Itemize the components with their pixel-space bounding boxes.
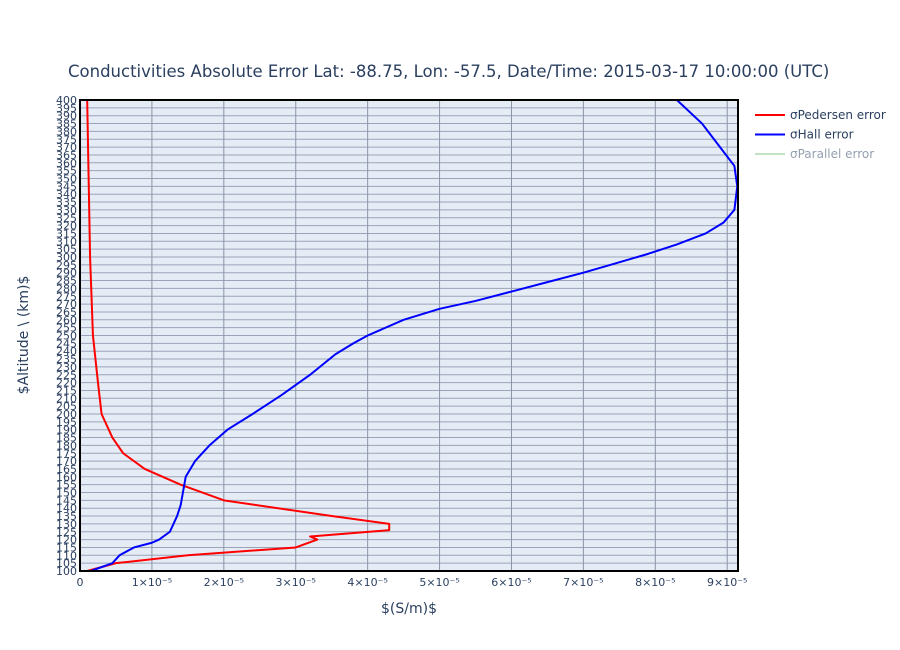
y-tick-label: 120	[56, 534, 77, 547]
y-tick-label: 245	[56, 337, 77, 350]
series-line-pedersen	[86, 99, 391, 572]
y-tick-label: 205	[56, 400, 77, 413]
x-tick-label: 0	[77, 576, 84, 589]
y-tick-label: 115	[56, 541, 77, 554]
y-tick-label: 345	[56, 180, 77, 193]
y-tick-label: 300	[56, 251, 77, 264]
y-tick-label: 265	[56, 306, 77, 319]
y-tick-label: 180	[56, 439, 77, 452]
y-tick-label: 230	[56, 361, 77, 374]
y-tick-label: 130	[56, 518, 77, 531]
y-tick-label: 290	[56, 267, 77, 280]
y-tick-label: 165	[56, 463, 77, 476]
y-tick-label: 400	[56, 94, 77, 107]
legend-item[interactable]: σPedersen error	[755, 108, 886, 122]
x-tick-label: 7×10⁻⁵	[563, 576, 603, 589]
y-tick-label: 365	[56, 149, 77, 162]
x-tick-label: 4×10⁻⁵	[347, 576, 387, 589]
y-tick-label: 250	[56, 330, 77, 343]
y-tick-label: 390	[56, 110, 77, 123]
y-tick-label: 190	[56, 424, 77, 437]
legend-label: σParallel error	[790, 147, 874, 161]
y-tick-label: 105	[56, 557, 77, 570]
y-tick-label: 355	[56, 165, 77, 178]
y-tick-label: 140	[56, 502, 77, 515]
y-tick-label: 145	[56, 494, 77, 507]
x-tick-label: 8×10⁻⁵	[635, 576, 675, 589]
x-tick-label: 5×10⁻⁵	[419, 576, 459, 589]
y-tick-label: 315	[56, 227, 77, 240]
y-tick-label: 155	[56, 479, 77, 492]
x-axis-title: $(S/m)$	[381, 601, 437, 617]
y-tick-label: 185	[56, 432, 77, 445]
plot-frame	[79, 99, 739, 572]
x-tick-label: 1×10⁻⁵	[132, 576, 172, 589]
series-layer	[86, 99, 739, 572]
y-tick-label: 280	[56, 282, 77, 295]
y-tick-label: 125	[56, 526, 77, 539]
y-tick-label: 220	[56, 377, 77, 390]
y-axis-ticks: 1001051101151201251301351401451501551601…	[56, 94, 77, 578]
x-tick-label: 9×10⁻⁵	[707, 576, 747, 589]
y-tick-label: 325	[56, 212, 77, 225]
x-tick-label: 2×10⁻⁵	[204, 576, 244, 589]
y-tick-label: 275	[56, 290, 77, 303]
y-tick-label: 235	[56, 353, 77, 366]
y-axis-title: $Altitude \ (km)$	[16, 276, 32, 395]
y-tick-label: 270	[56, 298, 77, 311]
x-tick-label: 6×10⁻⁵	[491, 576, 531, 589]
y-tick-label: 385	[56, 118, 77, 131]
y-tick-label: 200	[56, 408, 77, 421]
y-tick-label: 135	[56, 510, 77, 523]
y-tick-label: 350	[56, 173, 77, 186]
y-tick-label: 175	[56, 447, 77, 460]
legend-label: σHall error	[790, 128, 854, 142]
y-tick-label: 285	[56, 275, 77, 288]
y-tick-label: 320	[56, 220, 77, 233]
y-tick-label: 195	[56, 416, 77, 429]
y-tick-label: 110	[56, 549, 77, 562]
y-tick-label: 380	[56, 125, 77, 138]
y-tick-label: 210	[56, 392, 77, 405]
x-tick-label: 3×10⁻⁵	[276, 576, 316, 589]
series-line-hall	[90, 99, 739, 572]
y-tick-label: 370	[56, 141, 77, 154]
y-tick-label: 375	[56, 133, 77, 146]
y-tick-label: 330	[56, 204, 77, 217]
x-axis-ticks: 0 1×10⁻⁵ 2×10⁻⁵ 3×10⁻⁵ 4×10⁻⁵ 5×10⁻⁵ 6×10⁻⁵ 7×1…	[77, 576, 748, 589]
y-tick-label: 360	[56, 157, 77, 170]
y-tick-label: 225	[56, 369, 77, 382]
y-tick-label: 170	[56, 455, 77, 468]
y-tick-label: 395	[56, 102, 77, 115]
y-tick-label: 160	[56, 471, 77, 484]
y-tick-label: 150	[56, 487, 77, 500]
y-tick-label: 255	[56, 322, 77, 335]
y-tick-label: 340	[56, 188, 77, 201]
legend-item[interactable]: σHall error	[755, 128, 854, 142]
legend[interactable]: σPedersen error σHall error σParallel erro…	[755, 108, 886, 161]
legend-item[interactable]: σParallel error	[755, 147, 874, 161]
y-tick-label: 310	[56, 235, 77, 248]
y-tick-label: 295	[56, 259, 77, 272]
y-tick-label: 335	[56, 196, 77, 209]
gridlines	[79, 99, 738, 572]
y-tick-label: 100	[56, 565, 77, 578]
y-tick-label: 215	[56, 384, 77, 397]
chart-title: Conductivities Absolute Error Lat: -88.7…	[68, 62, 829, 81]
y-tick-label: 305	[56, 243, 77, 256]
y-tick-label: 240	[56, 345, 77, 358]
y-tick-label: 260	[56, 314, 77, 327]
legend-label: σPedersen error	[790, 108, 886, 122]
